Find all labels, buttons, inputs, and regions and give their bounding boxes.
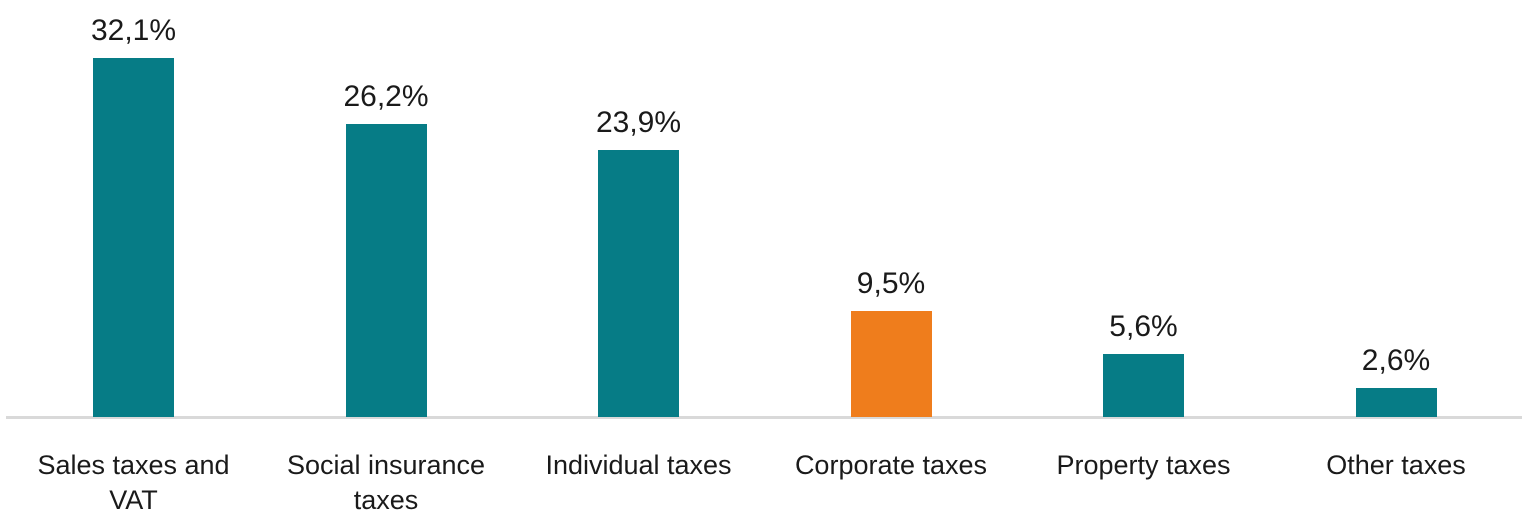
bar — [345, 124, 427, 417]
bar-category-label: Sales taxes and VAT — [37, 450, 230, 515]
bar-value-label: 2,6% — [1361, 344, 1431, 377]
bar-value-label: 26,2% — [343, 80, 429, 113]
bar-category-label: Other taxes — [1326, 450, 1466, 480]
bar-category-label: Individual taxes — [545, 450, 732, 480]
x-axis-baseline — [6, 416, 1522, 419]
bar — [1355, 388, 1437, 417]
bar-value-label: 23,9% — [595, 106, 682, 139]
bar-value-label: 9,5% — [856, 267, 926, 300]
bar-category-label: Property taxes — [1056, 450, 1231, 480]
bar-category-label: Corporate taxes — [794, 450, 988, 480]
bar-category-label: Social insurance taxes — [286, 450, 486, 515]
bar — [93, 58, 174, 417]
bar-value-label: 32,1% — [90, 14, 177, 47]
bar — [1103, 354, 1184, 417]
bar — [598, 150, 679, 417]
bar-value-label: 5,6% — [1109, 310, 1178, 343]
bar — [850, 311, 932, 417]
